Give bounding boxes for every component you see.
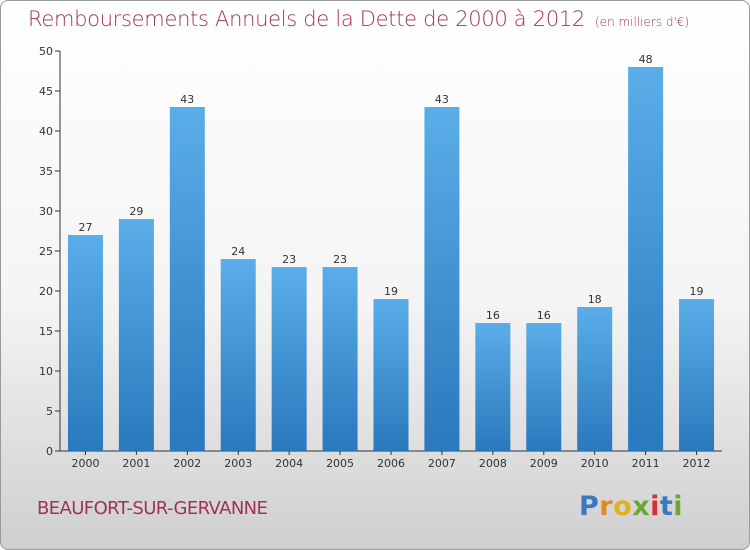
logo-letter: i xyxy=(673,491,684,522)
bar xyxy=(118,219,154,451)
x-tick-label: 2001 xyxy=(122,457,150,470)
bar xyxy=(577,307,613,451)
bar xyxy=(322,267,358,451)
y-tick-label: 30 xyxy=(39,205,53,218)
y-tick-label: 50 xyxy=(39,45,53,58)
bar-value-label: 23 xyxy=(333,253,347,266)
logo-letter: r xyxy=(599,491,614,522)
y-tick-label: 0 xyxy=(46,445,53,458)
logo-letter: P xyxy=(579,491,600,522)
bar-value-label: 19 xyxy=(690,285,704,298)
bar xyxy=(628,67,664,451)
bar xyxy=(220,259,256,451)
bar-value-label: 24 xyxy=(231,245,245,258)
bar-value-label: 18 xyxy=(588,293,602,306)
bar xyxy=(169,107,205,451)
x-tick-label: 2004 xyxy=(275,457,303,470)
y-tick-label: 5 xyxy=(46,405,53,418)
y-tick-label: 10 xyxy=(39,365,53,378)
logo-letter: i xyxy=(650,491,660,522)
bar xyxy=(424,107,460,451)
proxiti-logo: Proxiti xyxy=(579,491,683,522)
bar-value-label: 19 xyxy=(384,285,398,298)
x-tick-label: 2003 xyxy=(224,457,252,470)
x-tick-label: 2012 xyxy=(683,457,711,470)
bar xyxy=(271,267,307,451)
chart-title-text: Remboursements Annuels de la Dette de 20… xyxy=(28,7,585,31)
x-tick-label: 2005 xyxy=(326,457,354,470)
logo-letter: x xyxy=(632,491,651,522)
bar-value-label: 16 xyxy=(537,309,551,322)
bar-value-label: 43 xyxy=(435,93,449,106)
bar xyxy=(679,299,715,451)
y-tick-label: 35 xyxy=(39,165,53,178)
logo-letter: t xyxy=(659,491,674,522)
x-tick-label: 2008 xyxy=(479,457,507,470)
chart-subtitle: (en milliers d'€) xyxy=(595,15,690,29)
x-tick-label: 2000 xyxy=(71,457,99,470)
y-tick-label: 40 xyxy=(39,125,53,138)
bar xyxy=(526,323,562,451)
x-tick-label: 2007 xyxy=(428,457,456,470)
commune-name: BEAUFORT-SUR-GERVANNE xyxy=(37,498,268,519)
x-tick-label: 2006 xyxy=(377,457,405,470)
y-tick-label: 25 xyxy=(39,245,53,258)
x-tick-label: 2010 xyxy=(581,457,609,470)
bar xyxy=(373,299,409,451)
logo-letter: o xyxy=(613,491,633,522)
y-tick-label: 15 xyxy=(39,325,53,338)
bar xyxy=(67,235,103,451)
bar-value-label: 27 xyxy=(78,221,92,234)
bar xyxy=(475,323,511,451)
y-tick-label: 20 xyxy=(39,285,53,298)
bar-value-label: 48 xyxy=(639,53,653,66)
bar-value-label: 23 xyxy=(282,253,296,266)
x-tick-label: 2011 xyxy=(632,457,660,470)
y-tick-label: 45 xyxy=(39,85,53,98)
bar-value-label: 16 xyxy=(486,309,500,322)
bar-value-label: 29 xyxy=(129,205,143,218)
chart-title: Remboursements Annuels de la Dette de 20… xyxy=(28,7,689,31)
x-tick-label: 2009 xyxy=(530,457,558,470)
bar-value-label: 43 xyxy=(180,93,194,106)
x-tick-label: 2002 xyxy=(173,457,201,470)
